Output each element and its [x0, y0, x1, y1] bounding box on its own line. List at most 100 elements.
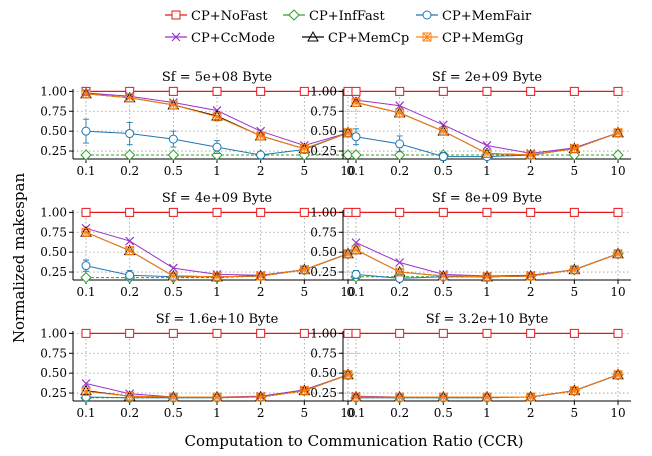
x-tick-label: 2 [527, 406, 535, 420]
legend-marker [171, 10, 181, 20]
data-point [167, 149, 180, 161]
panel-title: Sf = 4e+09 Byte [162, 191, 273, 206]
x-tick-label: 2 [257, 285, 265, 299]
x-tick-label: 0.1 [346, 406, 365, 420]
y-tick-label: 1.00 [310, 205, 337, 219]
panel-title: Sf = 2e+09 Byte [432, 70, 543, 85]
panel-title: Sf = 5e+08 Byte [162, 70, 273, 85]
data-point [438, 207, 448, 217]
y-tick-label: 0.25 [40, 386, 67, 400]
x-tick-label: 1 [483, 285, 491, 299]
y-tick-label: 0.75 [40, 346, 67, 360]
x-tick-label: 10 [340, 164, 355, 178]
x-tick-label: 0.5 [434, 285, 453, 299]
legend-item-cp-memgg: CP+MemGg [416, 31, 524, 46]
data-point [438, 152, 448, 162]
y-tick-label: 0.50 [40, 245, 67, 259]
data-point [256, 150, 266, 160]
y-tick-label: 0.25 [40, 144, 67, 158]
series-cp-memgg [351, 370, 623, 402]
data-point [482, 86, 492, 96]
data-point [569, 328, 579, 338]
data-point [395, 108, 405, 118]
legend-label: CP+MemFair [442, 9, 532, 24]
y-tick-label: 0.75 [40, 104, 67, 118]
series-cp-memgg [81, 227, 353, 282]
series-cp-nofast [351, 207, 623, 217]
data-point [526, 392, 536, 402]
data-point [351, 98, 361, 107]
data-point [438, 126, 448, 136]
x-tick-label: 1 [483, 406, 491, 420]
data-point [168, 207, 178, 217]
series-cp-nofast [351, 328, 623, 338]
data-point [613, 370, 623, 380]
data-point [569, 144, 579, 154]
data-point [482, 272, 492, 282]
legend-label: CP+CcMode [191, 31, 275, 46]
x-tick-label: 0.1 [346, 164, 365, 178]
x-tick-label: 5 [301, 406, 309, 420]
x-tick-label: 1 [213, 285, 221, 299]
data-point [482, 141, 492, 150]
data-point [613, 328, 623, 338]
y-tick-label: 1.00 [40, 326, 67, 340]
data-point [81, 379, 91, 388]
data-point [212, 392, 222, 402]
data-point [299, 86, 309, 96]
data-point [613, 86, 623, 96]
data-point [81, 328, 91, 338]
legend-item-cp-memcp: CP+MemCp [302, 30, 409, 46]
x-tick-label: 0.2 [120, 164, 139, 178]
y-tick-label: 0.25 [310, 144, 337, 158]
x-tick-label: 5 [571, 285, 579, 299]
x-tick-label: 1 [213, 406, 221, 420]
data-point [256, 207, 266, 217]
y-tick-label: 0.50 [310, 124, 337, 138]
x-tick-label: 5 [571, 164, 579, 178]
data-point [212, 142, 222, 152]
data-point [569, 265, 579, 275]
series-cp-memgg [351, 245, 623, 282]
data-point [81, 207, 91, 217]
x-tick-label: 0.5 [164, 164, 183, 178]
x-tick-label: 5 [571, 406, 579, 420]
legend-item-cp-nofast: CP+NoFast [165, 9, 268, 24]
data-point [526, 271, 536, 281]
y-tick-label: 0.50 [310, 366, 337, 380]
legend-marker [422, 10, 432, 20]
data-point [351, 392, 361, 402]
series-cp-nofast [351, 86, 623, 96]
panel-title: Sf = 8e+09 Byte [432, 191, 543, 206]
y-tick-label: 0.50 [310, 245, 337, 259]
series-cp-memgg [81, 370, 353, 402]
data-point [299, 144, 309, 154]
x-tick-label: 0.1 [76, 164, 95, 178]
x-tick-label: 2 [257, 406, 265, 420]
legend-label: CP+MemGg [442, 31, 524, 46]
data-point [168, 100, 178, 110]
y-tick-label: 1.00 [310, 84, 337, 98]
data-point [612, 149, 624, 161]
data-point [569, 207, 579, 217]
data-point [299, 265, 309, 275]
data-point [438, 86, 448, 96]
data-point [351, 238, 361, 248]
y-tick-label: 0.25 [310, 265, 337, 279]
data-point [526, 86, 536, 96]
data-point [125, 270, 135, 280]
data-point [343, 370, 353, 380]
data-point [299, 386, 309, 396]
y-tick-label: 0.75 [310, 104, 337, 118]
data-point [393, 149, 406, 161]
x-tick-label: 10 [340, 285, 355, 299]
data-point [395, 328, 405, 338]
